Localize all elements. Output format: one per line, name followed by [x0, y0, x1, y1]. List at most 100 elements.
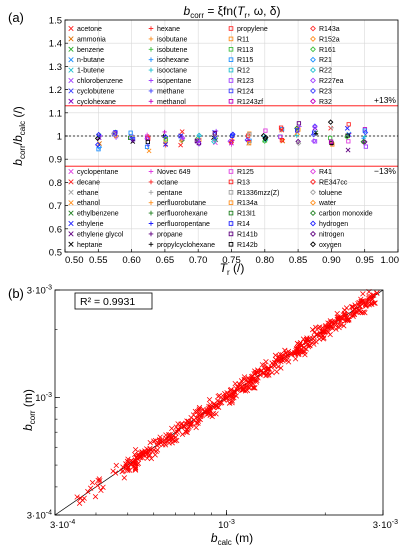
- legend-label: n-butane: [77, 57, 105, 64]
- legend-marker: [68, 241, 74, 247]
- data-point: [213, 411, 219, 417]
- legend-label: propylcyclohexane: [157, 242, 215, 249]
- data-point: [147, 439, 153, 446]
- data-point: [198, 413, 204, 420]
- y-tick-label: 1.5: [49, 16, 62, 27]
- r-squared-annotation: R² = 0.9931: [80, 296, 135, 308]
- y-tick-label: 3·10-4: [27, 510, 52, 522]
- data-point: [162, 133, 169, 140]
- data-point: [272, 352, 279, 358]
- data-point: [250, 384, 256, 391]
- data-point: [247, 141, 252, 146]
- data-point: [157, 434, 163, 440]
- data-point: [346, 317, 352, 323]
- y-tick-label: 1: [57, 132, 62, 143]
- data-point: [94, 482, 101, 489]
- data-point: [272, 363, 278, 369]
- panel-b-x-axis-label: bcalc (m): [211, 531, 253, 547]
- x-tick-label: 0.55: [89, 255, 108, 266]
- legend-label: R134a: [237, 200, 258, 207]
- legend-marker: [148, 99, 154, 104]
- panel-a-title: bcorr = ξfn(Tr, ω, δ): [184, 4, 281, 20]
- data-point: [97, 141, 102, 146]
- data-point: [196, 132, 202, 139]
- data-point: [277, 355, 283, 362]
- data-point: [212, 131, 217, 136]
- legend-marker: [310, 199, 316, 206]
- legend-marker: [148, 78, 154, 83]
- legend-label: ethylbenzene: [77, 211, 119, 218]
- data-point: [196, 406, 202, 412]
- legend-label: R12: [237, 68, 250, 75]
- data-point: [374, 290, 380, 296]
- legend-marker: [310, 25, 316, 32]
- data-point: [151, 447, 157, 453]
- data-point: [229, 398, 235, 404]
- x-tick-label: 0.80: [256, 255, 275, 266]
- data-point: [152, 452, 158, 458]
- legend-marker: [148, 190, 154, 195]
- data-point: [303, 336, 310, 343]
- data-point: [95, 131, 102, 138]
- legend-marker: [148, 169, 154, 174]
- panel-a-legend-top: acetone ammonia benzene n-butane 1-butene chl…: [68, 25, 344, 106]
- legend-marker: [310, 230, 316, 237]
- data-point: [145, 447, 151, 453]
- x-tick-label: 0.65: [156, 255, 175, 266]
- data-point: [297, 124, 302, 129]
- legend-marker: [148, 179, 154, 185]
- data-point: [263, 372, 269, 379]
- legend-label: R23: [319, 88, 332, 95]
- legend-label: decane: [77, 179, 100, 186]
- data-point: [246, 377, 253, 383]
- data-point: [343, 305, 350, 311]
- data-point: [314, 131, 319, 136]
- legend-label: ethylene glycol: [77, 231, 124, 238]
- legend-label: methanol: [157, 99, 186, 106]
- data-point: [146, 148, 152, 154]
- legend-label: R227ea: [319, 78, 344, 85]
- data-point: [196, 138, 202, 144]
- data-point: [261, 365, 267, 372]
- legend-label: ethanol: [77, 200, 100, 207]
- data-point: [215, 404, 222, 410]
- legend-label: R152a: [319, 36, 340, 43]
- panel-a: (a) bcorr = ξfn(Tr, ω, δ) +13% −13% aceto…: [8, 4, 399, 277]
- legend-marker: [68, 25, 74, 32]
- data-point: [191, 417, 197, 423]
- data-point: [312, 123, 318, 129]
- data-point: [234, 387, 240, 393]
- data-point: [251, 385, 257, 391]
- legend-label: oxygen: [319, 242, 342, 249]
- legend-label: Novec 649: [157, 169, 191, 176]
- data-point: [280, 138, 286, 144]
- legend-marker: [228, 242, 234, 247]
- legend-label: ethane: [77, 190, 99, 197]
- data-point: [229, 142, 234, 147]
- y-tick-label: 0.5: [49, 248, 62, 259]
- y-tick-label: 0.8: [49, 178, 62, 189]
- x-tick-label: 0.75: [222, 255, 241, 266]
- data-point: [131, 461, 137, 467]
- data-point: [294, 125, 300, 132]
- data-point: [328, 139, 334, 144]
- data-point: [338, 321, 344, 328]
- data-point: [175, 426, 181, 432]
- data-point: [213, 404, 220, 410]
- legend-marker: [228, 169, 234, 174]
- data-point: [132, 446, 139, 453]
- data-point: [241, 374, 248, 380]
- data-point: [95, 477, 101, 484]
- legend-marker: [310, 178, 316, 185]
- legend-marker: [68, 220, 74, 227]
- data-point: [345, 147, 351, 153]
- data-point: [372, 300, 378, 306]
- data-point: [363, 303, 369, 309]
- data-point: [77, 495, 84, 502]
- panel-a-reference-lines: +13% −13%: [65, 95, 398, 176]
- legend-marker: [310, 46, 316, 53]
- panel-a-label: (a): [8, 10, 24, 25]
- data-point: [344, 125, 350, 131]
- data-point: [284, 352, 290, 358]
